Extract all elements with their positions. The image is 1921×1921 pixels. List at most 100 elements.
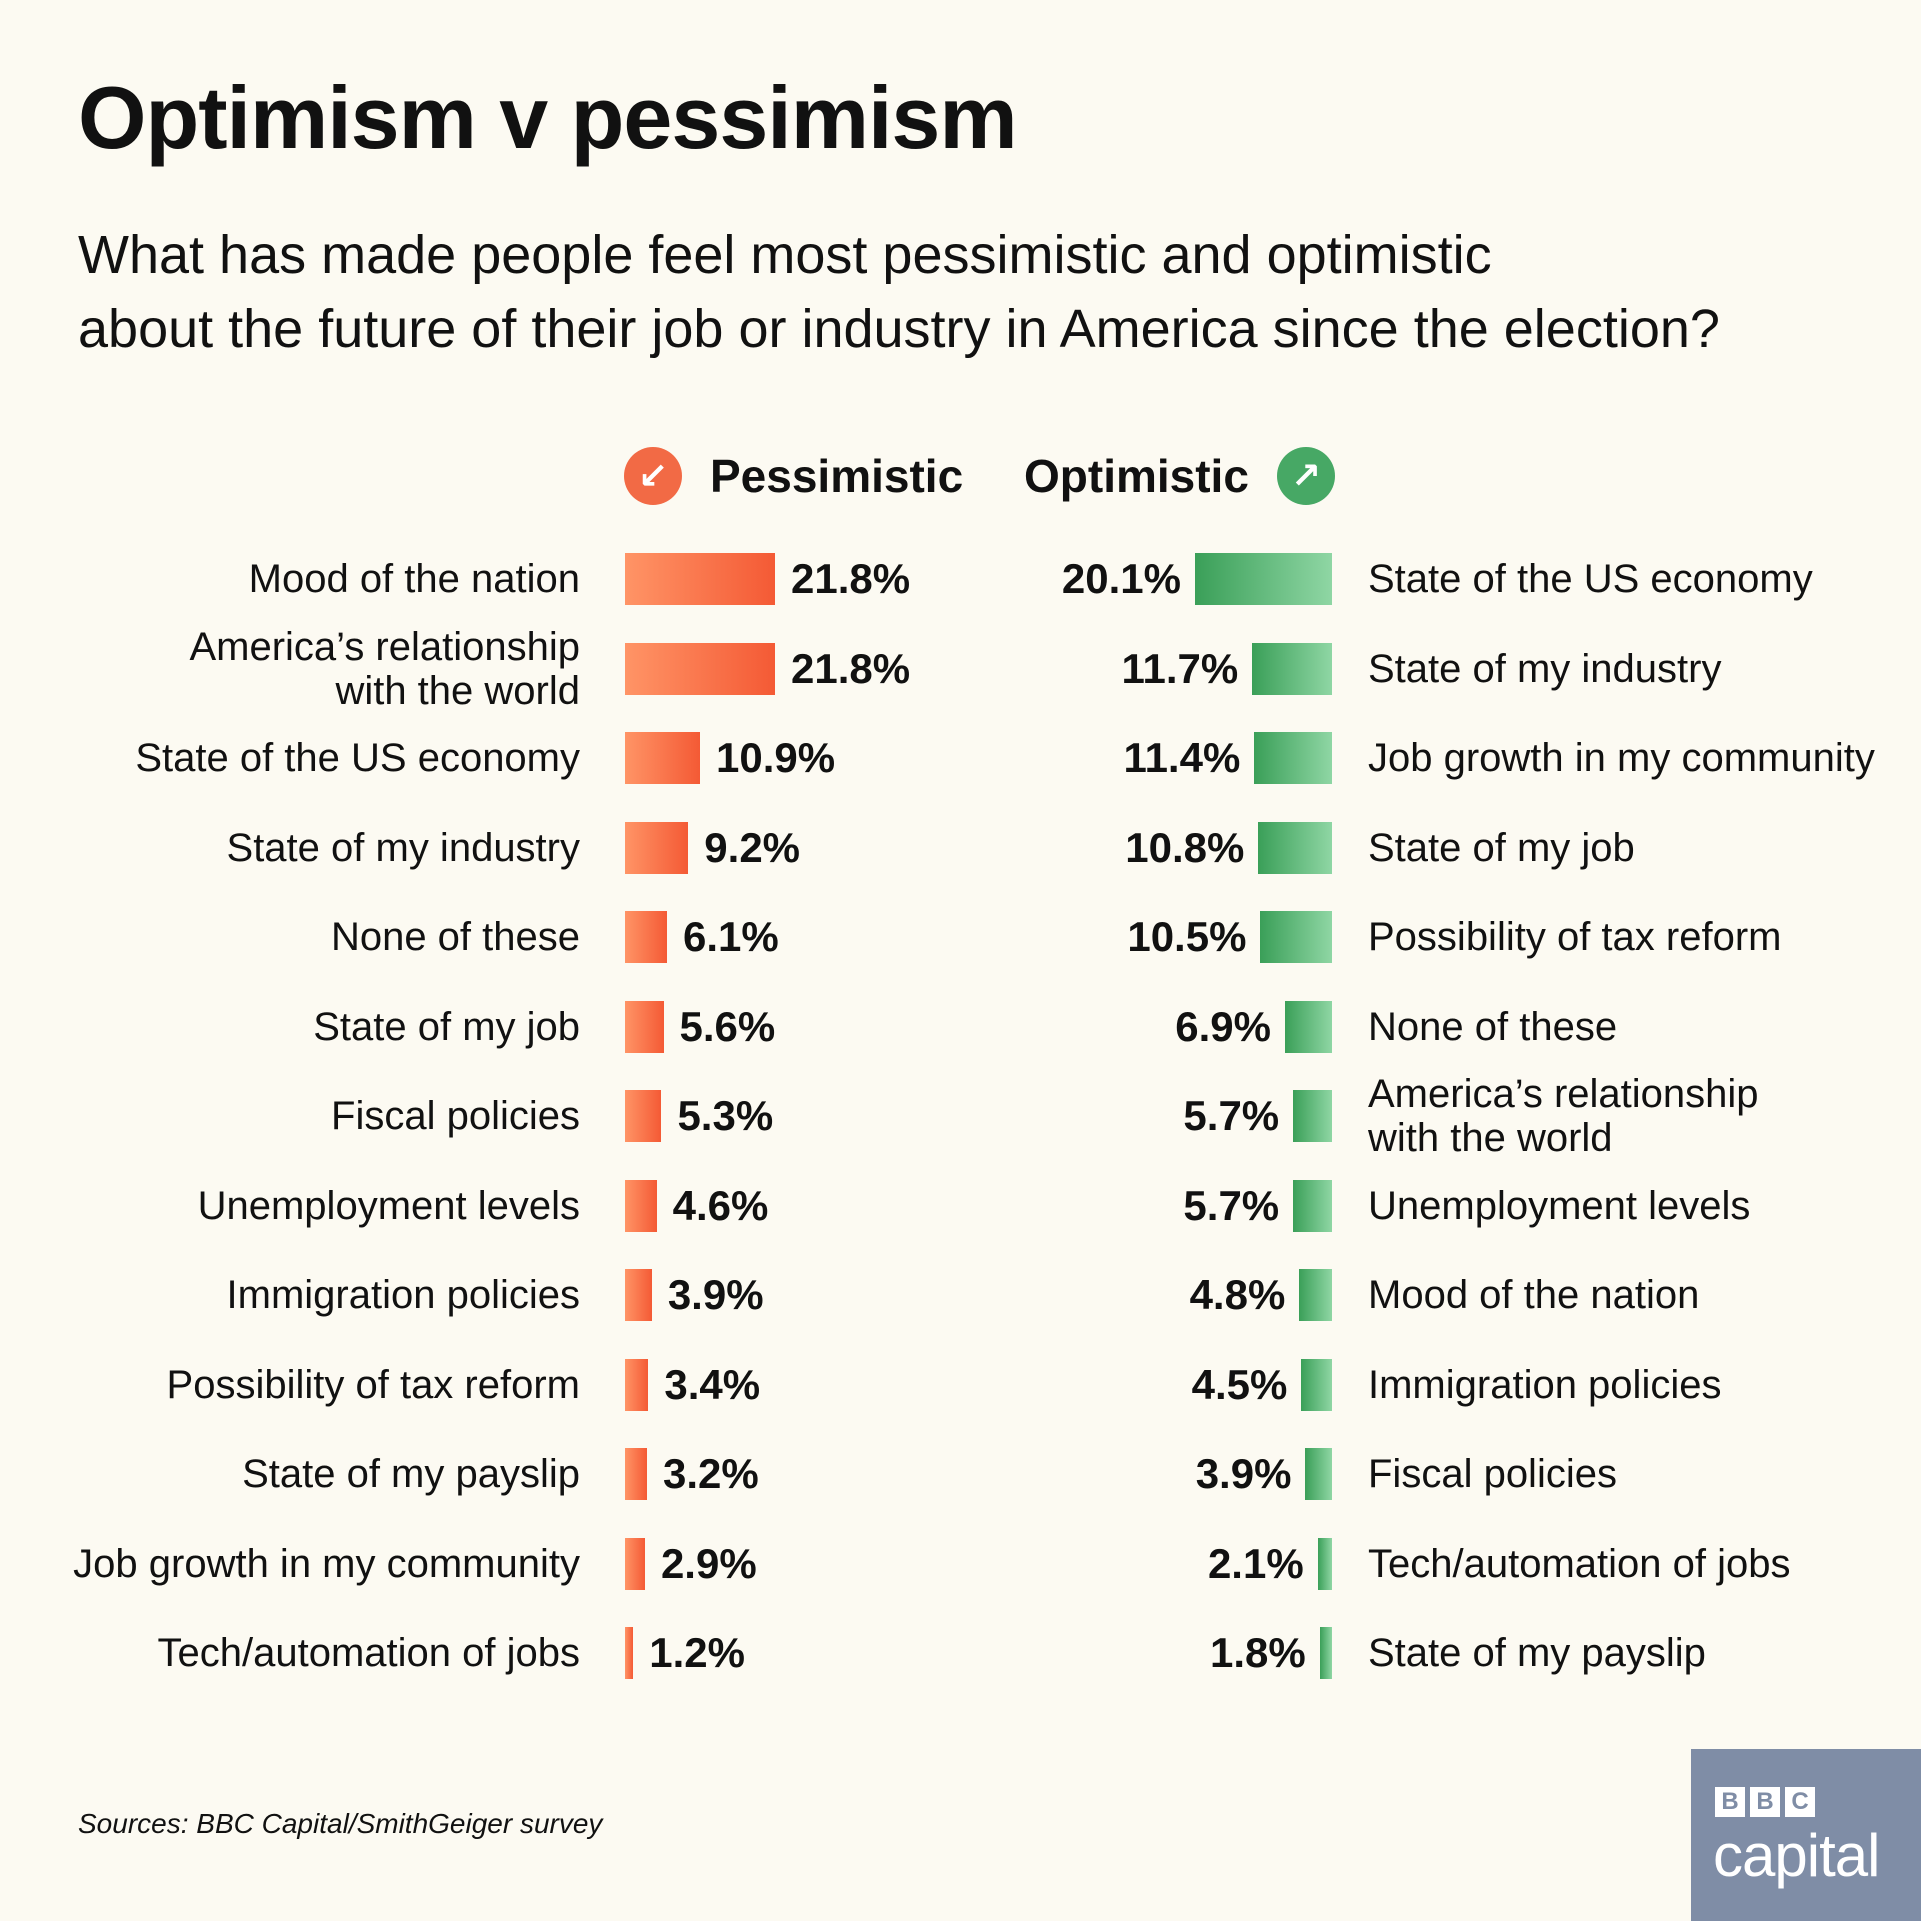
pessimistic-value-label: 6.1%	[682, 913, 779, 960]
optimistic-category-label: State of my payslip	[1368, 1631, 1706, 1675]
pessimistic-header: ↙ Pessimistic	[624, 444, 963, 508]
logo-block: C	[1785, 1787, 1815, 1817]
optimistic-value-label: 20.1%	[1061, 555, 1181, 602]
logo-block: B	[1715, 1787, 1745, 1817]
pessimistic-bar	[625, 1001, 664, 1053]
pessimistic-category-label: State of the US economy	[135, 736, 580, 780]
optimistic-row: 2.1% Tech/automation of jobs	[0, 1538, 1921, 1590]
pessimistic-row: State of my job 5.6%	[0, 1001, 960, 1053]
pessimistic-row: State of my industry 9.2%	[0, 822, 960, 874]
logo-block: B	[1750, 1787, 1780, 1817]
optimistic-row: 11.7% State of my industry	[0, 643, 1921, 695]
optimistic-row: 5.7% America’s relationship with the world	[0, 1072, 1921, 1160]
bbc-blocks: B B C	[1715, 1787, 1815, 1817]
pessimistic-value-label: 2.9%	[660, 1540, 757, 1587]
pessimistic-value-label: 4.6%	[672, 1182, 769, 1229]
pessimistic-value-label: 3.2%	[663, 1450, 759, 1497]
pessimistic-category-label: Fiscal policies	[331, 1094, 580, 1138]
pessimistic-category-label: Immigration policies	[226, 1273, 580, 1317]
optimistic-row: 10.8% State of my job	[0, 822, 1921, 874]
pessimistic-bar	[625, 643, 775, 695]
optimistic-bar	[1319, 1627, 1332, 1679]
optimistic-row: 4.8% Mood of the nation	[0, 1269, 1921, 1321]
pessimistic-value-label: 5.3%	[677, 1092, 774, 1139]
optimistic-row: 20.1% State of the US economy	[0, 553, 1921, 605]
optimistic-value-label: 1.8%	[1210, 1629, 1306, 1676]
optimistic-bar	[1284, 1001, 1332, 1053]
optimistic-bar	[1293, 1180, 1332, 1232]
optimistic-value-label: 11.7%	[1121, 645, 1239, 692]
optimistic-bar	[1254, 732, 1332, 784]
subtitle-line-1: What has made people feel most pessimist…	[78, 225, 1492, 285]
optimistic-bar	[1317, 1538, 1332, 1590]
optimistic-category-label: Unemployment levels	[1368, 1184, 1751, 1228]
optimistic-bar	[1299, 1269, 1332, 1321]
pessimistic-row: None of these 6.1%	[0, 911, 960, 963]
pessimistic-bar	[625, 1538, 645, 1590]
pessimistic-value-label: 1.2%	[649, 1629, 745, 1676]
optimistic-category-label: State of my job	[1368, 826, 1635, 870]
pessimistic-category-label: Tech/automation of jobs	[157, 1631, 580, 1675]
optimistic-category-label: State of the US economy	[1368, 557, 1813, 601]
pessimistic-bar	[625, 553, 775, 605]
optimistic-bar	[1252, 643, 1332, 695]
arrow-up-right-icon: ↗	[1276, 447, 1335, 505]
pessimistic-value-label: 3.4%	[664, 1361, 761, 1408]
pessimistic-value-label: 10.9%	[716, 734, 836, 781]
optimistic-value-label: 2.1%	[1207, 1540, 1304, 1587]
optimistic-header: Optimistic ↗	[1024, 444, 1335, 508]
optimistic-value-label: 5.7%	[1183, 1182, 1280, 1229]
arrow-down-left-icon: ↙	[624, 447, 682, 505]
pessimistic-row: State of the US economy 10.9%	[0, 732, 960, 784]
pessimistic-value-label: 9.2%	[704, 824, 801, 871]
pessimistic-value-label: 21.8%	[791, 555, 911, 602]
pessimistic-category-label: Possibility of tax reform	[166, 1363, 580, 1407]
pessimistic-row: Unemployment levels 4.6%	[0, 1180, 960, 1232]
pessimistic-category-label: State of my job	[313, 1005, 580, 1049]
optimistic-header-label: Optimistic	[1024, 450, 1249, 502]
optimistic-value-label: 5.7%	[1183, 1092, 1280, 1139]
pessimistic-category-label: State of my payslip	[242, 1452, 580, 1496]
pessimistic-category-label: Unemployment levels	[197, 1184, 580, 1228]
pessimistic-value-label: 21.8%	[791, 645, 911, 692]
pessimistic-row: Mood of the nation 21.8%	[0, 553, 960, 605]
pessimistic-bar	[625, 1448, 648, 1500]
optimistic-category-label: Mood of the nation	[1368, 1273, 1700, 1317]
pessimistic-row: Possibility of tax reform 3.4%	[0, 1359, 960, 1411]
optimistic-bar	[1258, 822, 1332, 874]
pessimistic-row: Immigration policies 3.9%	[0, 1269, 960, 1321]
optimistic-value-label: 11.4%	[1123, 734, 1241, 781]
pessimistic-bar	[625, 911, 667, 963]
pessimistic-bar	[625, 1180, 657, 1232]
subtitle-line-2: about the future of their job or industr…	[78, 299, 1720, 359]
pessimistic-row: Tech/automation of jobs 1.2%	[0, 1627, 960, 1679]
optimistic-row: 4.5% Immigration policies	[0, 1359, 1921, 1411]
optimistic-value-label: 6.9%	[1175, 1003, 1271, 1050]
pessimistic-category-label: State of my industry	[226, 826, 580, 870]
logo-capital-text: capital	[1713, 1822, 1880, 1889]
optimistic-bar	[1195, 553, 1332, 605]
pessimistic-value-label: 5.6%	[679, 1003, 776, 1050]
pessimistic-header-label: Pessimistic	[710, 450, 964, 502]
optimistic-row: 1.8% State of my payslip	[0, 1627, 1921, 1679]
pessimistic-row: State of my payslip 3.2%	[0, 1448, 960, 1500]
optimistic-value-label: 4.5%	[1191, 1361, 1288, 1408]
source-note: Sources: BBC Capital/SmithGeiger survey	[78, 1808, 603, 1839]
optimistic-category-label: None of these	[1368, 1005, 1618, 1049]
optimistic-bar	[1260, 911, 1332, 963]
optimistic-row: 3.9% Fiscal policies	[0, 1448, 1921, 1500]
pessimistic-category-label: Job growth in my community	[73, 1542, 580, 1586]
pessimistic-bar	[625, 1359, 649, 1411]
chart-subtitle: What has made people feel most pessimist…	[78, 218, 1878, 366]
optimistic-bar	[1301, 1359, 1332, 1411]
optimistic-row: 5.7% Unemployment levels	[0, 1180, 1921, 1232]
bbc-capital-logo: B B C capital	[1691, 1749, 1921, 1921]
pessimistic-bar	[625, 1269, 652, 1321]
pessimistic-row: Fiscal policies 5.3%	[0, 1090, 960, 1142]
optimistic-value-label: 3.9%	[1195, 1450, 1292, 1497]
pessimistic-category-label: None of these	[330, 915, 580, 959]
optimistic-category-label: State of my industry	[1368, 647, 1722, 691]
optimistic-row: 11.4% Job growth in my community	[0, 732, 1921, 784]
pessimistic-bar	[625, 1090, 662, 1142]
chart-title: Optimism v pessimism	[78, 68, 1018, 167]
